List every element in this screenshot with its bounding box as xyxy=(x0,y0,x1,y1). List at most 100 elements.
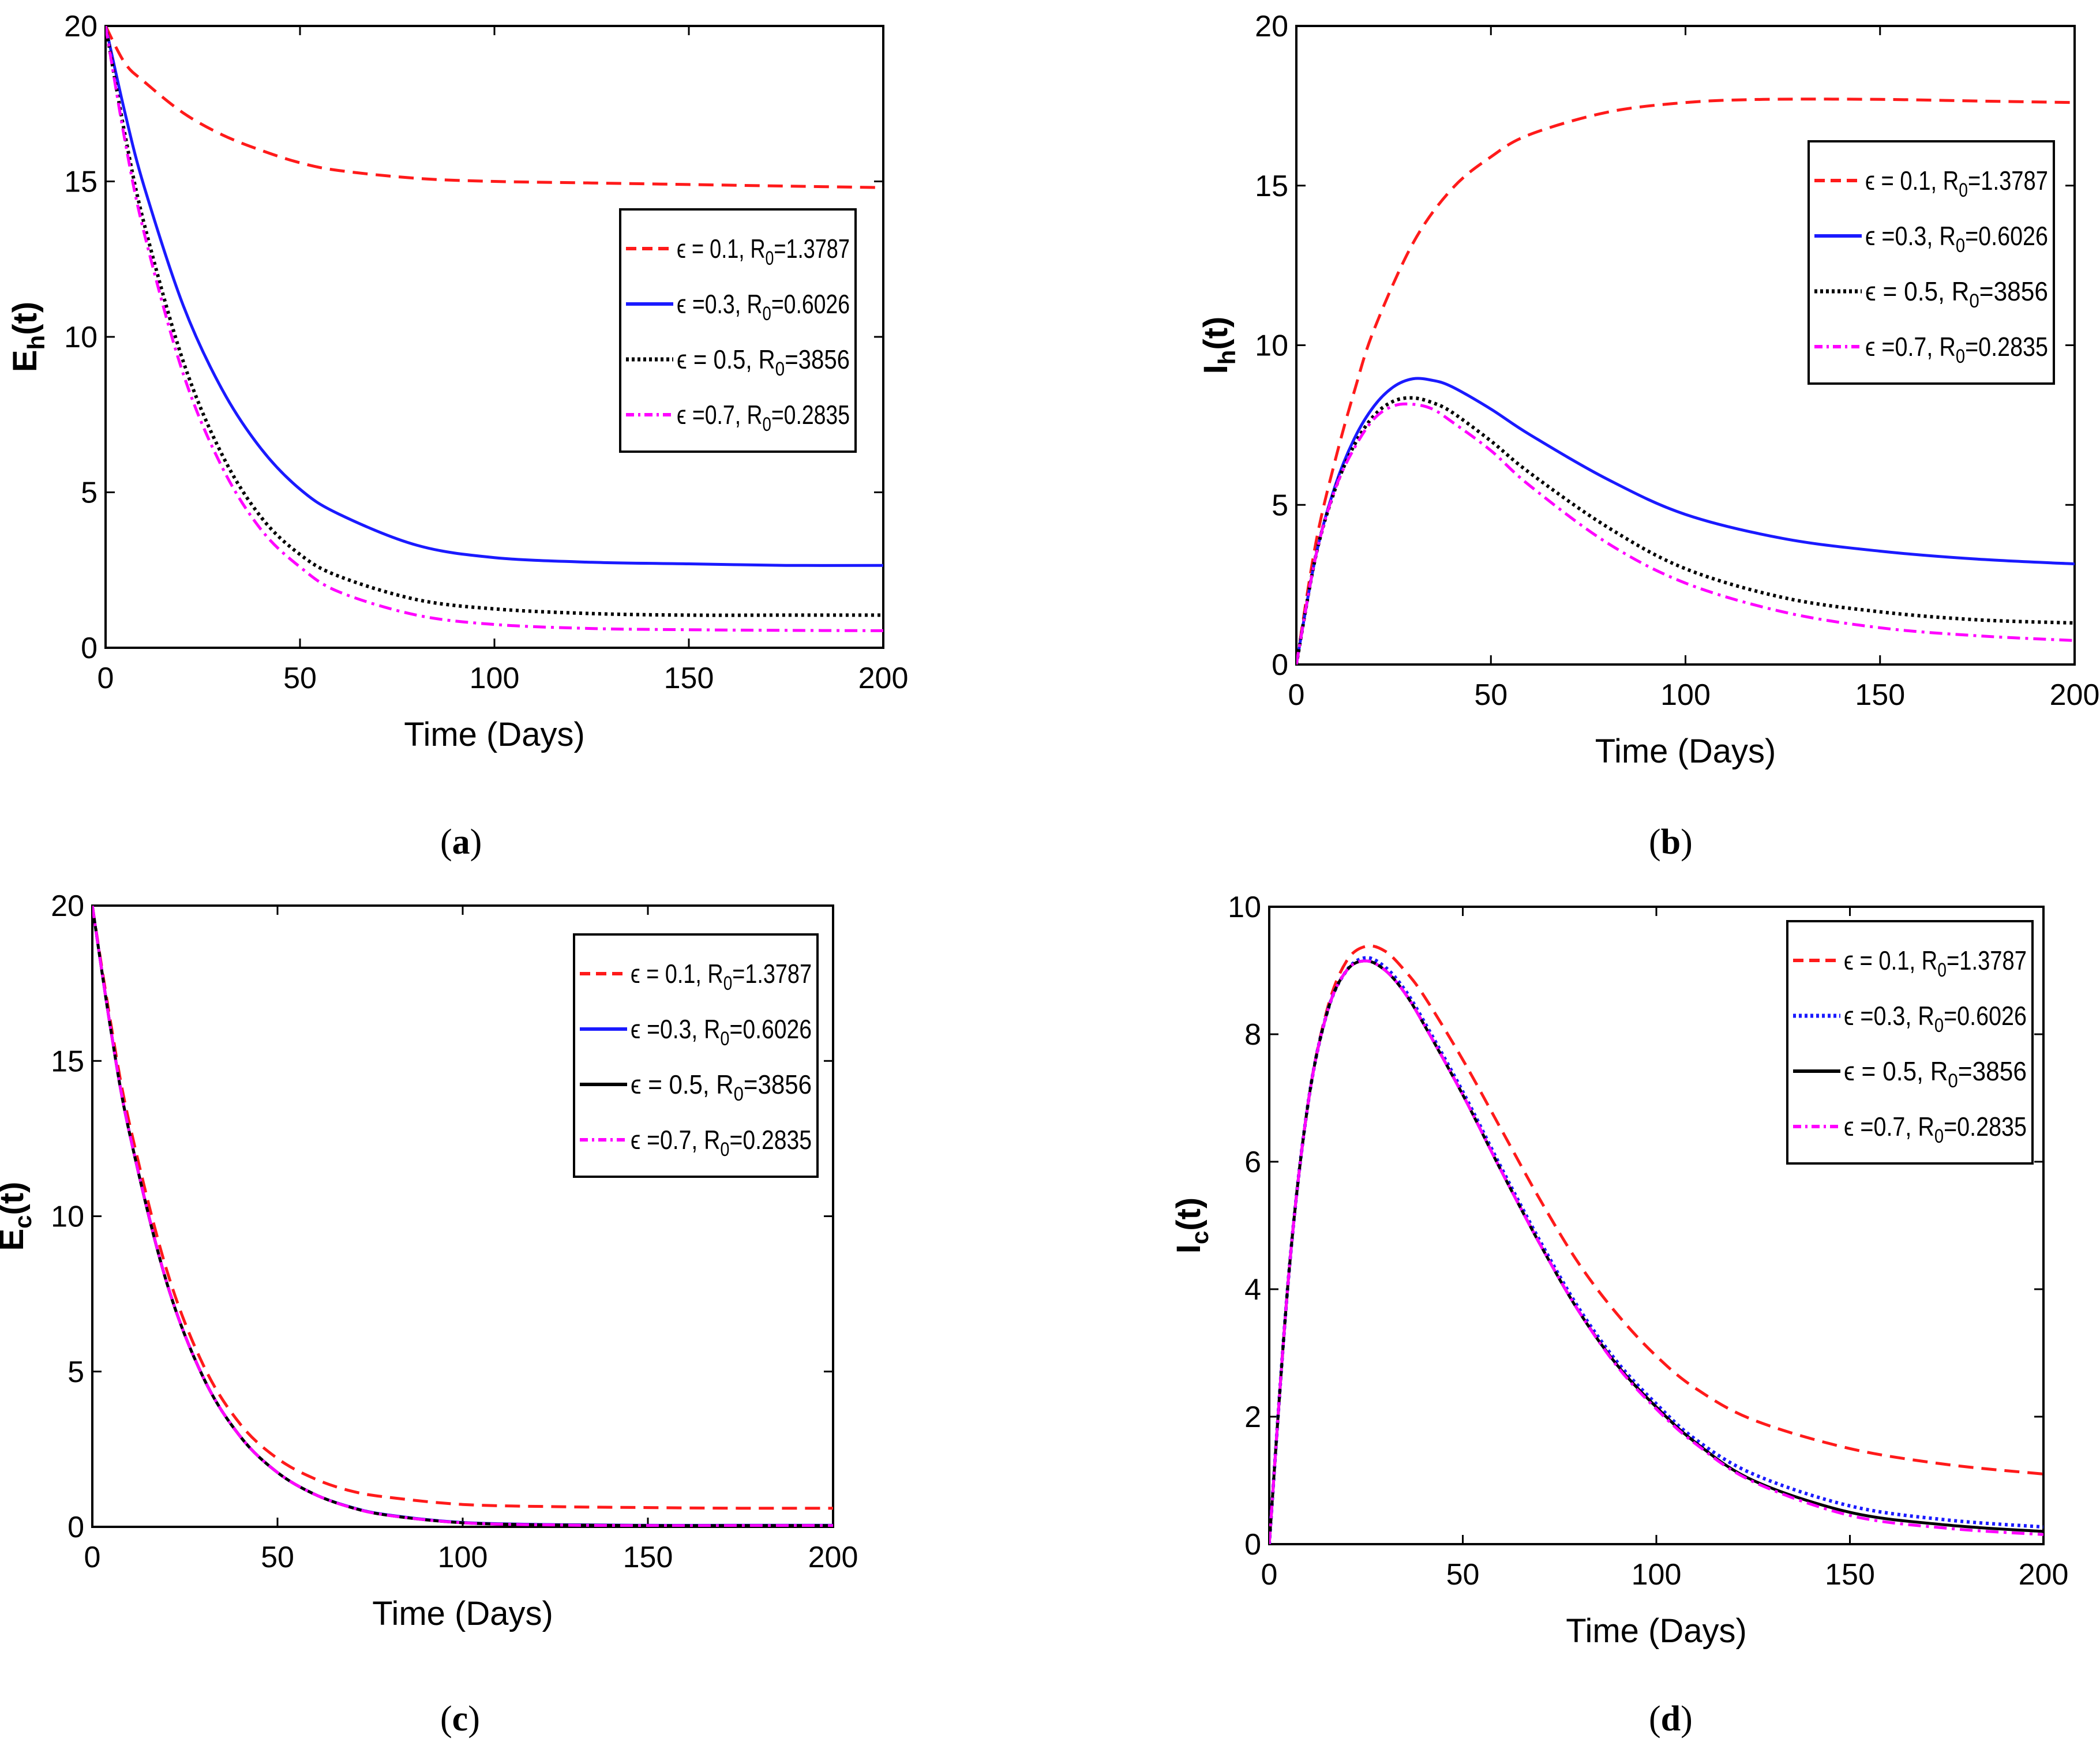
legend-label-sub: 0 xyxy=(1934,1125,1944,1147)
x-tick-label: 150 xyxy=(664,662,714,695)
legend-label: ϵ =0.3, R0=0.6026 xyxy=(677,289,850,325)
caption-a: (a) xyxy=(440,823,482,862)
caption-b-letter: b xyxy=(1660,823,1681,862)
y-tick-label: 15 xyxy=(51,1045,84,1078)
x-tick-label: 0 xyxy=(1261,1558,1278,1591)
y-tick-label: 6 xyxy=(1244,1146,1261,1179)
legend-label-sub: 0 xyxy=(1959,179,1968,201)
y-axis-label-tail: (t) xyxy=(0,1182,31,1215)
legend-label-main: ϵ = 0.5, R xyxy=(1865,276,1969,306)
legend-label-tail: =3856 xyxy=(785,344,850,374)
legend-label-sub: 0 xyxy=(720,1028,729,1050)
caption-c-letter: c xyxy=(452,1699,468,1739)
y-tick-label: 4 xyxy=(1244,1273,1261,1307)
x-tick-label: 200 xyxy=(2019,1558,2069,1591)
caption-a-letter: a xyxy=(452,823,470,862)
series-line xyxy=(106,26,883,632)
y-tick-label: 2 xyxy=(1244,1401,1261,1434)
legend-label-sub: 0 xyxy=(734,1083,744,1105)
legend-label-sub: 0 xyxy=(762,414,771,436)
legend-label-sub: 0 xyxy=(723,973,733,994)
legend-label: ϵ = 0.5, R0=3856 xyxy=(631,1069,812,1105)
legend-label-main: ϵ = 0.1, R xyxy=(631,959,723,989)
y-tick-label: 5 xyxy=(68,1356,84,1389)
x-tick-label: 100 xyxy=(1660,678,1711,712)
y-axis-label: Ic(t) xyxy=(1170,1197,1213,1253)
y-tick-label: 10 xyxy=(1228,891,1261,924)
legend-label-sub: 0 xyxy=(775,358,785,380)
y-tick-label: 20 xyxy=(1255,10,1288,43)
legend-label-sub: 0 xyxy=(766,247,774,269)
y-tick-label: 20 xyxy=(64,10,97,43)
x-tick-label: 150 xyxy=(1855,678,1905,712)
x-tick-label: 100 xyxy=(438,1541,488,1574)
x-tick-label: 50 xyxy=(261,1541,294,1574)
legend-label-tail: =0.6026 xyxy=(1965,221,2048,251)
y-axis-label-sub: c xyxy=(1186,1231,1213,1244)
legend-label-main: ϵ =0.7, R xyxy=(631,1125,720,1155)
legend-label-tail: =3856 xyxy=(1979,276,2048,306)
legend-label: ϵ =0.7, R0=0.2835 xyxy=(1844,1112,2027,1147)
y-axis-label-tail: (t) xyxy=(1170,1197,1208,1231)
legend-label: ϵ =0.3, R0=0.6026 xyxy=(631,1014,812,1050)
y-tick-label: 0 xyxy=(1244,1528,1261,1561)
series-group xyxy=(92,906,833,1527)
legend-label-sub: 0 xyxy=(1934,1015,1944,1037)
y-axis-label-main: I xyxy=(1197,365,1235,374)
x-tick-label: 150 xyxy=(1825,1558,1875,1591)
x-tick-label: 150 xyxy=(623,1541,673,1574)
y-tick-label: 0 xyxy=(81,632,97,665)
y-axis-label: Ih(t) xyxy=(1197,317,1240,374)
series-line xyxy=(1269,956,2043,1544)
y-tick-label: 5 xyxy=(1272,489,1288,522)
x-tick-label: 200 xyxy=(858,662,909,695)
legend-label-tail: =1.3787 xyxy=(732,959,812,989)
legend-label: ϵ = 0.5, R0=3856 xyxy=(677,344,850,380)
legend-label-tail: =0.6026 xyxy=(729,1014,812,1044)
y-axis-label-main: I xyxy=(1170,1244,1208,1253)
chart-a: 0 50 100 150 200 0 5 10 15 20 Time (Days) Eh(t) ϵ = … xyxy=(6,10,908,753)
legend-label-main: ϵ = 0.5, R xyxy=(1844,1056,1948,1086)
legend-label-tail: =0.2835 xyxy=(729,1125,812,1155)
x-tick-label: 100 xyxy=(1632,1558,1682,1591)
legend-label: ϵ =0.3, R0=0.6026 xyxy=(1844,1001,2027,1037)
series-line xyxy=(92,906,833,1527)
series-line xyxy=(106,26,883,189)
legend-label-main: ϵ = 0.1, R xyxy=(1865,166,1959,196)
x-tick-label: 100 xyxy=(470,662,520,695)
series-line xyxy=(106,26,883,567)
y-axis-label-tail: (t) xyxy=(1197,317,1235,350)
y-axis-label: Ec(t) xyxy=(0,1182,36,1251)
legend-label: ϵ =0.7, R0=0.2835 xyxy=(677,400,850,436)
x-tick-label: 50 xyxy=(283,662,317,695)
chart-b: 0 50 100 150 200 0 5 10 15 20 Time (Days) Ih(t) ϵ = … xyxy=(1197,10,2099,770)
legend-label-main: ϵ = 0.5, R xyxy=(631,1069,734,1099)
x-tick-label: 0 xyxy=(84,1541,101,1574)
x-axis-label: Time (Days) xyxy=(372,1595,553,1632)
series-group xyxy=(106,26,883,632)
y-tick-label: 0 xyxy=(1272,648,1288,682)
x-tick-label: 0 xyxy=(1288,678,1305,712)
x-axis-label: Time (Days) xyxy=(1566,1612,1747,1650)
legend-label-main: ϵ = 0.1, R xyxy=(677,234,766,264)
y-tick-label: 10 xyxy=(51,1200,84,1234)
legend-label-tail: =0.6026 xyxy=(1944,1001,2027,1031)
x-axis-label: Time (Days) xyxy=(1595,733,1776,770)
legend-label-sub: 0 xyxy=(720,1139,729,1161)
legend-label-sub: 0 xyxy=(1969,290,1979,312)
legend-label: ϵ =0.3, R0=0.6026 xyxy=(1865,221,2048,257)
y-tick-label: 0 xyxy=(68,1511,84,1544)
y-tick-label: 20 xyxy=(51,889,84,923)
legend-label-main: ϵ =0.7, R xyxy=(677,400,762,430)
legend-label-sub: 0 xyxy=(1956,346,1965,367)
legend-label-main: ϵ =0.3, R xyxy=(1865,221,1956,251)
legend-label-tail: =3856 xyxy=(1958,1056,2027,1086)
x-tick-label: 50 xyxy=(1446,1558,1480,1591)
legend-label: ϵ = 0.1, R0=1.3787 xyxy=(677,234,850,269)
legend-label-sub: 0 xyxy=(1948,1070,1957,1092)
legend-label: ϵ = 0.1, R0=1.3787 xyxy=(1844,945,2027,981)
legend-label: ϵ =0.7, R0=0.2835 xyxy=(1865,332,2048,367)
y-axis-label-sub: h xyxy=(1213,350,1240,365)
